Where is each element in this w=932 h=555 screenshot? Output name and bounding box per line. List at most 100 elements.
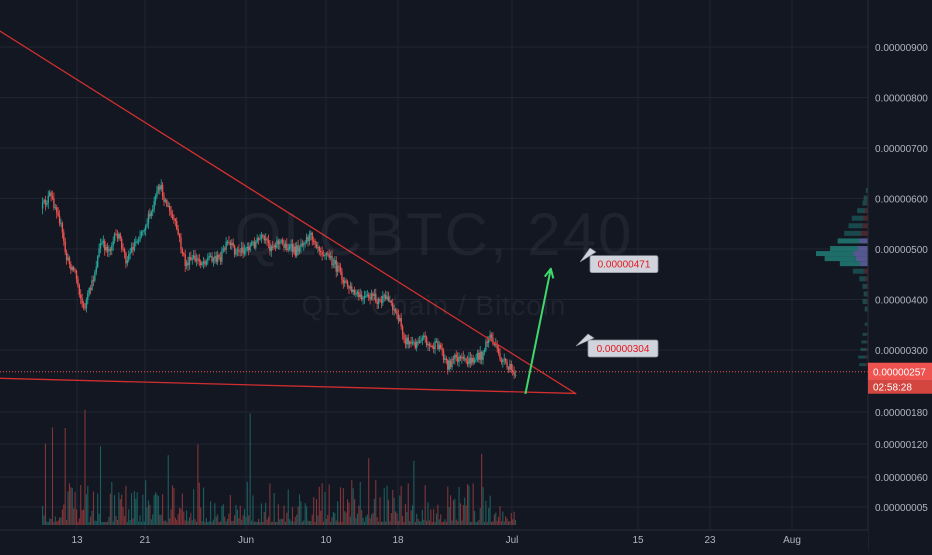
volume-bar	[362, 517, 364, 525]
volume-bar	[219, 521, 222, 525]
volume-bar	[290, 520, 292, 525]
candle-body	[61, 223, 64, 233]
volume-bar	[308, 520, 310, 525]
candle-body	[274, 245, 277, 248]
candle-body	[339, 266, 342, 272]
candle-body	[392, 303, 394, 310]
volume-bar	[404, 504, 406, 525]
candle-body	[276, 240, 278, 248]
candle-body	[387, 296, 390, 301]
candle-body	[338, 265, 340, 267]
candle-body	[147, 213, 150, 224]
volume-bar	[253, 521, 255, 525]
price-tick-label: 0.00000700	[875, 144, 928, 155]
volume-bar	[414, 521, 416, 525]
candle-body	[157, 186, 160, 192]
candle-body	[250, 243, 253, 246]
candle-body	[495, 343, 497, 345]
candle-body	[303, 243, 305, 246]
volume-profile-bar-up	[851, 215, 864, 221]
volume-bar	[476, 521, 478, 525]
candle-body	[482, 351, 484, 360]
candle-body	[509, 364, 511, 370]
volume-bar	[356, 513, 358, 525]
volume-bar	[435, 513, 438, 525]
volume-profile-bar-down	[860, 261, 868, 267]
candle-body	[465, 358, 467, 362]
volume-bar	[459, 503, 462, 525]
candle-body	[318, 246, 321, 252]
volume-profile-bar-up	[839, 261, 861, 267]
volume-bar	[411, 505, 414, 525]
candle-body	[304, 242, 306, 244]
candle-body	[70, 263, 72, 270]
volume-bar	[317, 515, 319, 525]
candle-body	[396, 311, 398, 315]
volume-bar	[179, 507, 181, 525]
candle-body	[421, 338, 424, 341]
volume-bar	[337, 501, 339, 525]
candle-body	[407, 337, 409, 345]
candle-body	[263, 235, 265, 241]
candle-body	[449, 360, 452, 368]
volume-bar	[424, 485, 426, 525]
volume-bar	[383, 488, 385, 525]
volume-bar	[392, 489, 394, 525]
volume-bar	[59, 517, 61, 525]
candle-body	[413, 342, 415, 344]
volume-bar	[222, 504, 224, 525]
volume-bar	[283, 505, 285, 525]
volume-profile-bar-up	[837, 238, 860, 244]
volume-profile-bar-up	[862, 283, 867, 289]
volume-bar	[378, 521, 380, 525]
volume-bar	[109, 493, 111, 525]
volume-bar	[389, 521, 391, 525]
volume-bar	[60, 517, 62, 525]
candle-body	[369, 297, 371, 300]
volume-bar	[191, 520, 193, 525]
candle-body	[342, 279, 345, 284]
candle-body	[356, 291, 359, 295]
volume-bar	[140, 521, 142, 525]
candle-body	[259, 238, 261, 240]
candle-body	[290, 244, 292, 247]
candle-body	[382, 296, 384, 303]
candle-body	[201, 263, 203, 265]
candle-body	[183, 253, 185, 255]
candle-body	[77, 278, 79, 286]
volume-bar	[81, 510, 83, 525]
volume-bar	[300, 501, 302, 525]
candle-body	[46, 203, 48, 205]
volume-bar	[481, 453, 483, 525]
candle-body	[116, 233, 119, 239]
volume-bar	[406, 511, 408, 525]
candle-body	[500, 359, 503, 363]
volume-bar	[399, 495, 401, 525]
volume-bar	[256, 521, 258, 525]
volume-bar	[380, 521, 382, 525]
time-axis[interactable]	[0, 530, 868, 550]
volume-bar	[274, 521, 277, 525]
candle-body	[115, 233, 117, 235]
candle-body	[404, 339, 407, 345]
volume-bar	[107, 521, 109, 525]
candle-body	[476, 352, 479, 360]
volume-bar	[243, 509, 246, 525]
volume-bar	[457, 520, 459, 525]
candle-body	[113, 233, 116, 241]
candle-body	[492, 337, 494, 344]
candle-body	[325, 253, 328, 256]
candle-body	[211, 255, 213, 262]
volume-profile-bar-up	[863, 291, 867, 297]
volume-bar	[409, 521, 411, 525]
candle-body	[423, 335, 425, 339]
candle-body	[236, 249, 239, 251]
volume-bar	[385, 521, 387, 525]
candle-body	[279, 241, 281, 244]
price-axis[interactable]	[868, 0, 932, 550]
volume-bar	[301, 521, 303, 525]
candle-body	[109, 249, 112, 251]
volume-bar	[56, 521, 58, 525]
